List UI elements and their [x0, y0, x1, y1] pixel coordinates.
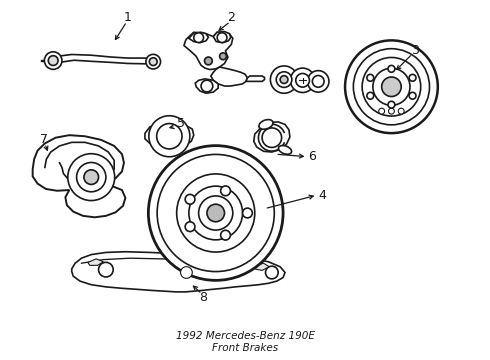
Circle shape [146, 54, 161, 69]
Circle shape [409, 92, 416, 99]
Circle shape [262, 128, 282, 148]
Circle shape [367, 75, 374, 81]
Circle shape [157, 154, 274, 271]
Circle shape [49, 56, 58, 66]
Circle shape [149, 58, 157, 66]
Circle shape [409, 75, 416, 81]
Circle shape [220, 53, 226, 60]
Circle shape [189, 186, 243, 240]
Ellipse shape [259, 120, 273, 129]
Circle shape [367, 92, 374, 99]
Circle shape [389, 108, 394, 114]
Circle shape [68, 154, 115, 201]
Circle shape [379, 108, 385, 114]
Circle shape [276, 72, 292, 87]
Circle shape [149, 116, 190, 157]
Circle shape [296, 73, 309, 87]
Circle shape [270, 66, 298, 93]
Circle shape [185, 194, 195, 204]
Circle shape [194, 33, 203, 42]
Circle shape [388, 101, 395, 108]
Polygon shape [255, 263, 270, 270]
Circle shape [181, 267, 192, 278]
Circle shape [98, 262, 113, 277]
Circle shape [185, 222, 195, 231]
Polygon shape [145, 123, 194, 148]
Circle shape [388, 66, 395, 72]
Circle shape [243, 208, 252, 218]
Polygon shape [213, 32, 231, 42]
Polygon shape [254, 122, 290, 152]
Text: 1: 1 [124, 12, 132, 24]
Circle shape [207, 204, 224, 222]
Polygon shape [246, 76, 265, 81]
Circle shape [201, 80, 213, 92]
Polygon shape [88, 259, 103, 265]
Circle shape [280, 76, 288, 84]
Polygon shape [51, 54, 156, 64]
Polygon shape [157, 118, 176, 125]
Circle shape [220, 186, 230, 196]
Circle shape [217, 33, 227, 42]
Circle shape [220, 230, 230, 240]
Circle shape [362, 58, 421, 116]
Circle shape [177, 174, 255, 252]
Text: 5: 5 [176, 117, 185, 130]
Circle shape [84, 170, 98, 184]
Text: 7: 7 [40, 133, 48, 146]
Text: 2: 2 [227, 12, 235, 24]
Circle shape [204, 57, 212, 65]
Polygon shape [189, 32, 208, 42]
Circle shape [382, 77, 401, 96]
Text: 6: 6 [308, 150, 317, 163]
Circle shape [291, 68, 315, 93]
Ellipse shape [278, 145, 292, 154]
Polygon shape [195, 79, 218, 93]
Polygon shape [211, 67, 247, 86]
Circle shape [157, 123, 182, 149]
Circle shape [345, 40, 438, 133]
Circle shape [308, 71, 329, 92]
Polygon shape [184, 32, 233, 69]
Polygon shape [72, 252, 285, 292]
Circle shape [398, 108, 404, 114]
Circle shape [45, 52, 62, 69]
Circle shape [76, 162, 106, 192]
Circle shape [148, 146, 283, 280]
Text: 3: 3 [411, 44, 419, 57]
Text: 1992 Mercedes-Benz 190E
Front Brakes: 1992 Mercedes-Benz 190E Front Brakes [175, 331, 315, 353]
Circle shape [312, 76, 324, 87]
Circle shape [353, 49, 430, 125]
Text: 8: 8 [199, 291, 207, 304]
Polygon shape [33, 135, 125, 217]
Circle shape [198, 196, 233, 230]
Text: 4: 4 [318, 189, 326, 202]
Circle shape [266, 266, 278, 279]
Circle shape [373, 68, 410, 105]
